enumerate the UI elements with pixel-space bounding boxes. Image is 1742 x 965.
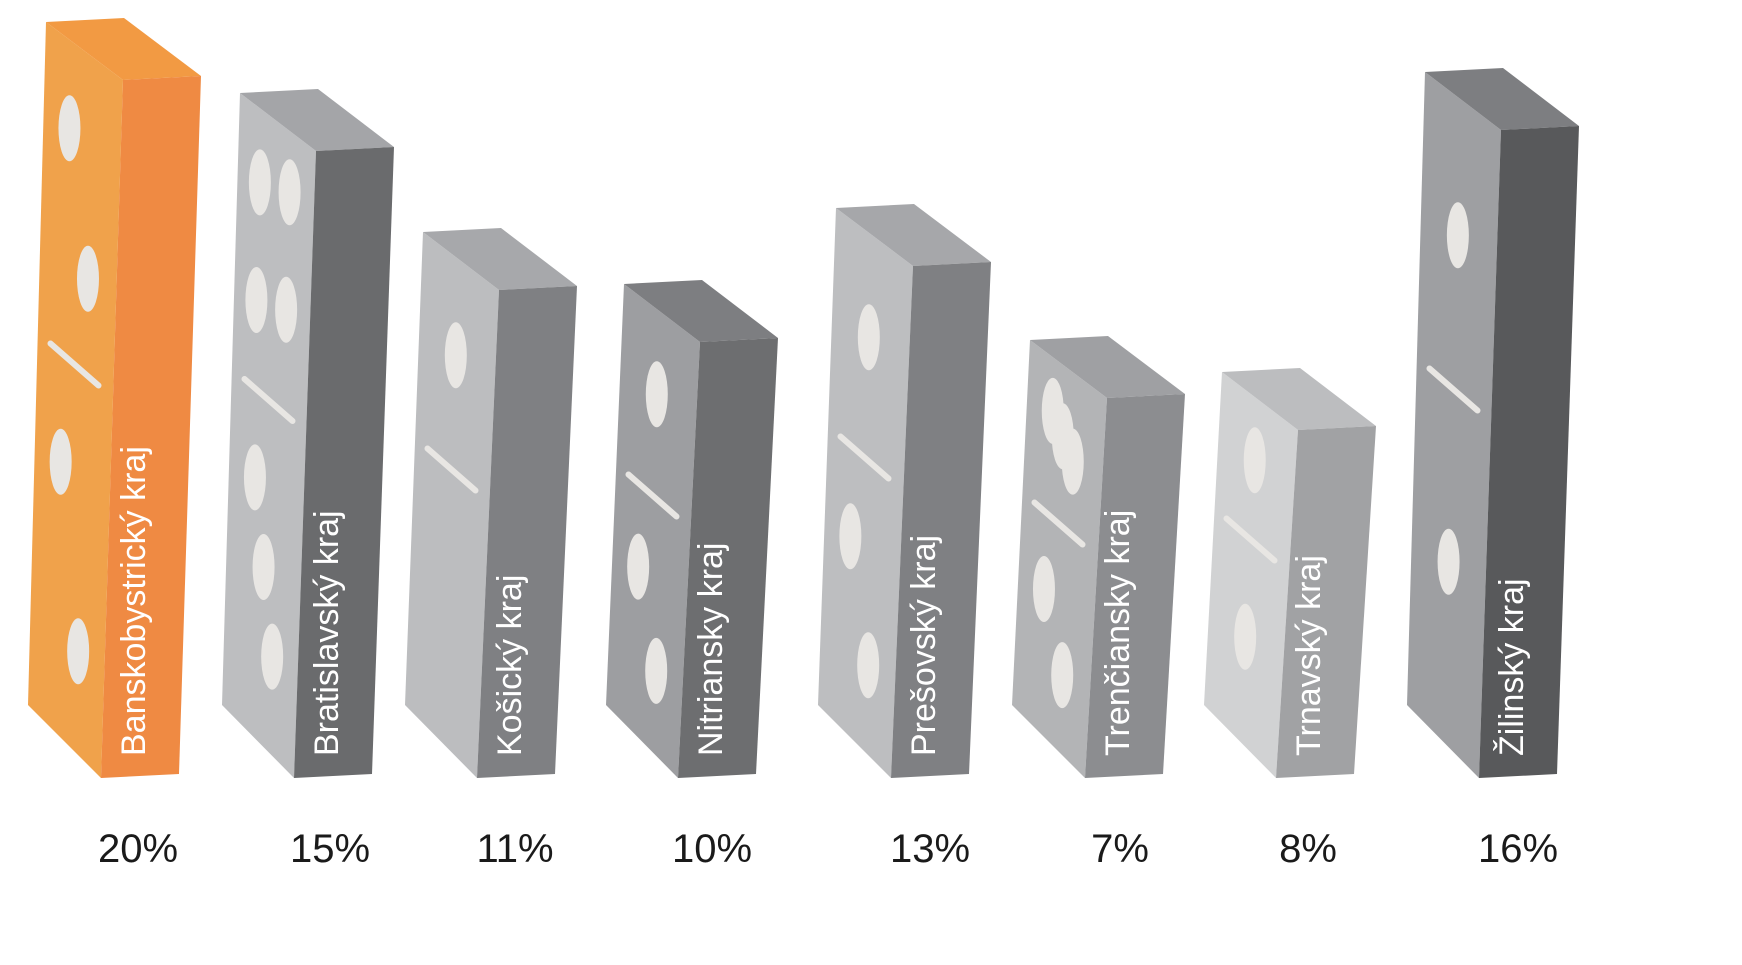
domino-pip xyxy=(444,322,467,389)
domino-top-face xyxy=(1222,368,1376,430)
domino-pip xyxy=(857,304,880,371)
domino-side-face xyxy=(1276,426,1376,778)
domino-side-face xyxy=(477,286,577,778)
domino-pip xyxy=(76,245,99,312)
domino-divider xyxy=(241,376,296,424)
domino-pip xyxy=(1032,556,1055,622)
value-label: 16% xyxy=(1478,827,1558,871)
domino-front-face xyxy=(28,22,123,778)
domino-zilinsky-kraj: Žilinský kraj xyxy=(1407,68,1579,778)
domino-pip xyxy=(1234,603,1257,670)
domino-top-face xyxy=(1030,336,1185,398)
domino-divider xyxy=(837,433,892,482)
domino-divider xyxy=(1223,515,1278,564)
domino-pip xyxy=(1446,202,1469,269)
domino-divider xyxy=(1426,365,1481,414)
category-label: Trnavský kraj xyxy=(1290,555,1328,756)
domino-pip xyxy=(1061,428,1084,495)
domino-front-face xyxy=(1407,72,1501,778)
category-label: Trenčiansky kraj xyxy=(1099,510,1137,756)
category-label: Žilinský kraj xyxy=(1493,578,1531,756)
domino-side-face xyxy=(101,76,201,778)
domino-top-face xyxy=(423,228,577,290)
category-label: Bratislavský kraj xyxy=(308,510,346,756)
domino-side-face xyxy=(1085,394,1185,778)
domino-pip xyxy=(1051,642,1074,709)
category-label: Prešovský kraj xyxy=(905,535,943,756)
domino-side-face xyxy=(1479,126,1579,778)
category-label: Košický kraj xyxy=(491,575,529,756)
domino-front-face xyxy=(1012,340,1107,778)
domino-trenciansky-kraj: Trenčiansky kraj xyxy=(1012,336,1185,778)
domino-front-face xyxy=(818,208,913,778)
domino-front-face xyxy=(405,232,499,778)
domino-pip xyxy=(243,444,266,511)
domino-pip xyxy=(627,533,650,600)
domino-pip xyxy=(245,267,268,333)
domino-pip xyxy=(278,159,301,226)
domino-pip xyxy=(252,534,275,600)
value-label: 20% xyxy=(98,827,178,871)
domino-presovsky-kraj: Prešovský kraj xyxy=(818,204,991,778)
domino-pip xyxy=(67,618,90,685)
domino-top-face xyxy=(1425,68,1579,130)
value-label: 10% xyxy=(672,827,752,871)
value-label: 7% xyxy=(1091,827,1149,871)
domino-pip xyxy=(1437,528,1460,595)
domino-pip xyxy=(58,95,81,162)
value-label: 11% xyxy=(476,827,553,871)
domino-kosicky-kraj: Košický kraj xyxy=(405,228,577,778)
domino-pip xyxy=(857,632,880,699)
domino-side-face xyxy=(891,262,991,778)
domino-front-face xyxy=(1204,372,1298,778)
domino-pip xyxy=(261,623,284,690)
value-label: 13% xyxy=(890,827,970,871)
domino-side-face xyxy=(294,147,394,778)
domino-pip xyxy=(1243,427,1266,494)
domino-pip xyxy=(645,637,668,704)
domino-divider xyxy=(1031,499,1086,548)
domino-front-face xyxy=(606,284,700,778)
domino-pip xyxy=(275,276,298,343)
domino-divider xyxy=(424,445,479,494)
domino-top-face xyxy=(240,89,394,151)
domino-top-face xyxy=(836,204,991,266)
domino-top-face xyxy=(46,18,201,80)
domino-side-face xyxy=(678,338,778,778)
domino-pip xyxy=(248,149,271,216)
domino-pip xyxy=(839,503,862,570)
domino-nitriansky-kraj: Nitriansky kraj xyxy=(606,280,778,778)
domino-pip xyxy=(645,361,668,428)
value-label: 8% xyxy=(1279,827,1337,871)
domino-trnavsky-kraj: Trnavský kraj xyxy=(1204,368,1376,778)
domino-bratislavsky-kraj: Bratislavský kraj xyxy=(222,89,394,778)
domino-top-face xyxy=(624,280,778,342)
value-label: 15% xyxy=(290,827,370,871)
category-label: Nitriansky kraj xyxy=(692,543,730,756)
domino-divider xyxy=(47,340,102,389)
category-label: Banskobystrický kraj xyxy=(115,446,153,756)
domino-divider xyxy=(625,471,680,520)
domino-banskobystricky-kraj: Banskobystrický kraj xyxy=(28,18,201,778)
domino-pip xyxy=(49,428,72,495)
domino-front-face xyxy=(222,93,316,778)
